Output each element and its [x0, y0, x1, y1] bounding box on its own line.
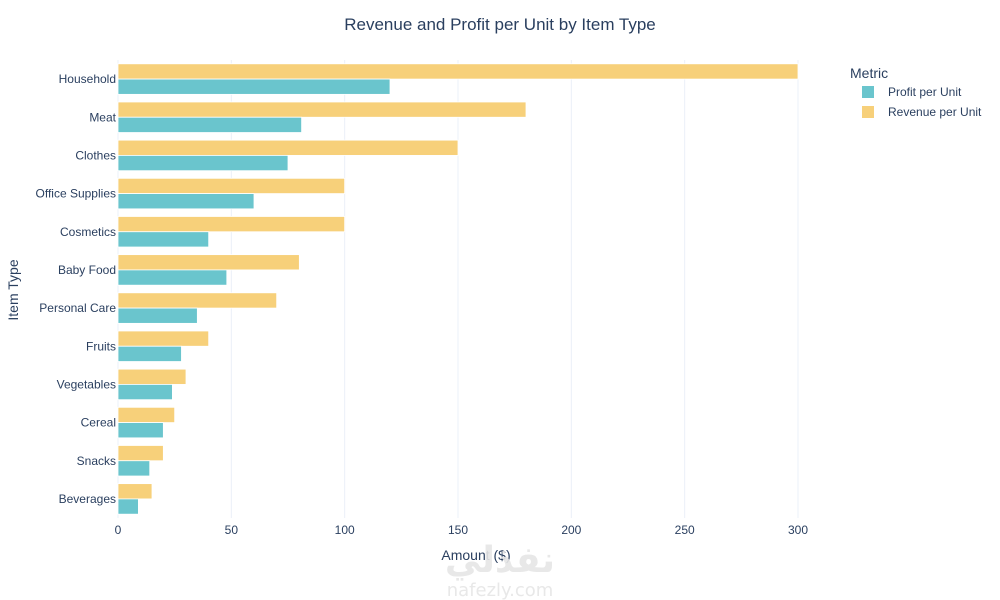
- x-tick-label-3: 150: [448, 523, 468, 537]
- y-tick-label-5: Baby Food: [58, 263, 116, 277]
- legend-items: Profit per Unit Revenue per Unit: [862, 85, 982, 119]
- revenue-bar-4: [117, 216, 346, 233]
- revenue-bar-7: [117, 330, 210, 347]
- x-axis-title: Amount ($): [441, 547, 510, 563]
- y-axis-title: Item Type: [5, 259, 21, 320]
- profit-bar-11: [117, 498, 139, 515]
- profit-bar-10: [117, 460, 151, 477]
- y-tick-label-9: Cereal: [81, 416, 116, 430]
- legend-swatch-0: [862, 86, 874, 98]
- y-tick-label-2: Clothes: [75, 148, 116, 162]
- y-tick-label-10: Snacks: [77, 454, 116, 468]
- profit-bar-9: [117, 422, 164, 439]
- profit-bar-2: [117, 155, 289, 172]
- x-tick-label-6: 300: [788, 523, 808, 537]
- legend-swatch-1: [862, 106, 874, 118]
- y-tick-label-6: Personal Care: [39, 301, 116, 315]
- revenue-bar-10: [117, 445, 164, 462]
- x-tick-label-5: 250: [675, 523, 695, 537]
- revenue-bar-5: [117, 254, 300, 271]
- grid-layer: [117, 60, 799, 518]
- revenue-bar-6: [117, 292, 278, 309]
- revenue-bar-11: [117, 483, 153, 500]
- x-tick-label-1: 50: [225, 523, 239, 537]
- legend-label-1: Revenue per Unit: [888, 105, 982, 119]
- x-tick-label-2: 100: [335, 523, 355, 537]
- chart-title: Revenue and Profit per Unit by Item Type: [344, 15, 656, 34]
- bar-layer: [117, 63, 799, 515]
- revenue-bar-0: [117, 63, 799, 80]
- y-tick-label-1: Meat: [89, 110, 116, 124]
- revenue-bar-1: [117, 101, 527, 118]
- y-tick-label-11: Beverages: [59, 492, 116, 506]
- legend-label-0: Profit per Unit: [888, 85, 962, 99]
- y-tick-label-8: Vegetables: [57, 377, 116, 391]
- y-tick-label-3: Office Supplies: [36, 187, 117, 201]
- legend: Metric Profit per Unit Revenue per Unit: [850, 65, 982, 119]
- y-tick-labels: Household Meat Clothes Office Supplies Cosme…: [36, 72, 117, 506]
- profit-bar-7: [117, 345, 182, 362]
- y-tick-label-7: Fruits: [86, 339, 116, 353]
- profit-bar-3: [117, 193, 255, 210]
- watermark-arabic: نفذلي: [445, 540, 555, 581]
- profit-bar-4: [117, 231, 210, 248]
- profit-bar-0: [117, 78, 391, 95]
- profit-bar-5: [117, 269, 228, 286]
- x-tick-labels: 0 50 100 150 200 250 300: [115, 523, 809, 537]
- revenue-bar-9: [117, 406, 176, 423]
- revenue-bar-3: [117, 177, 346, 194]
- revenue-bar-2: [117, 139, 459, 156]
- profit-bar-8: [117, 384, 173, 401]
- x-tick-label-0: 0: [115, 523, 122, 537]
- profit-bar-6: [117, 307, 198, 324]
- y-tick-label-4: Cosmetics: [60, 225, 116, 239]
- y-tick-label-0: Household: [59, 72, 116, 86]
- watermark-latin: nafezly.com: [447, 580, 554, 600]
- legend-title: Metric: [850, 65, 888, 81]
- revenue-bar-8: [117, 368, 187, 385]
- profit-bar-1: [117, 116, 303, 133]
- x-tick-label-4: 200: [561, 523, 581, 537]
